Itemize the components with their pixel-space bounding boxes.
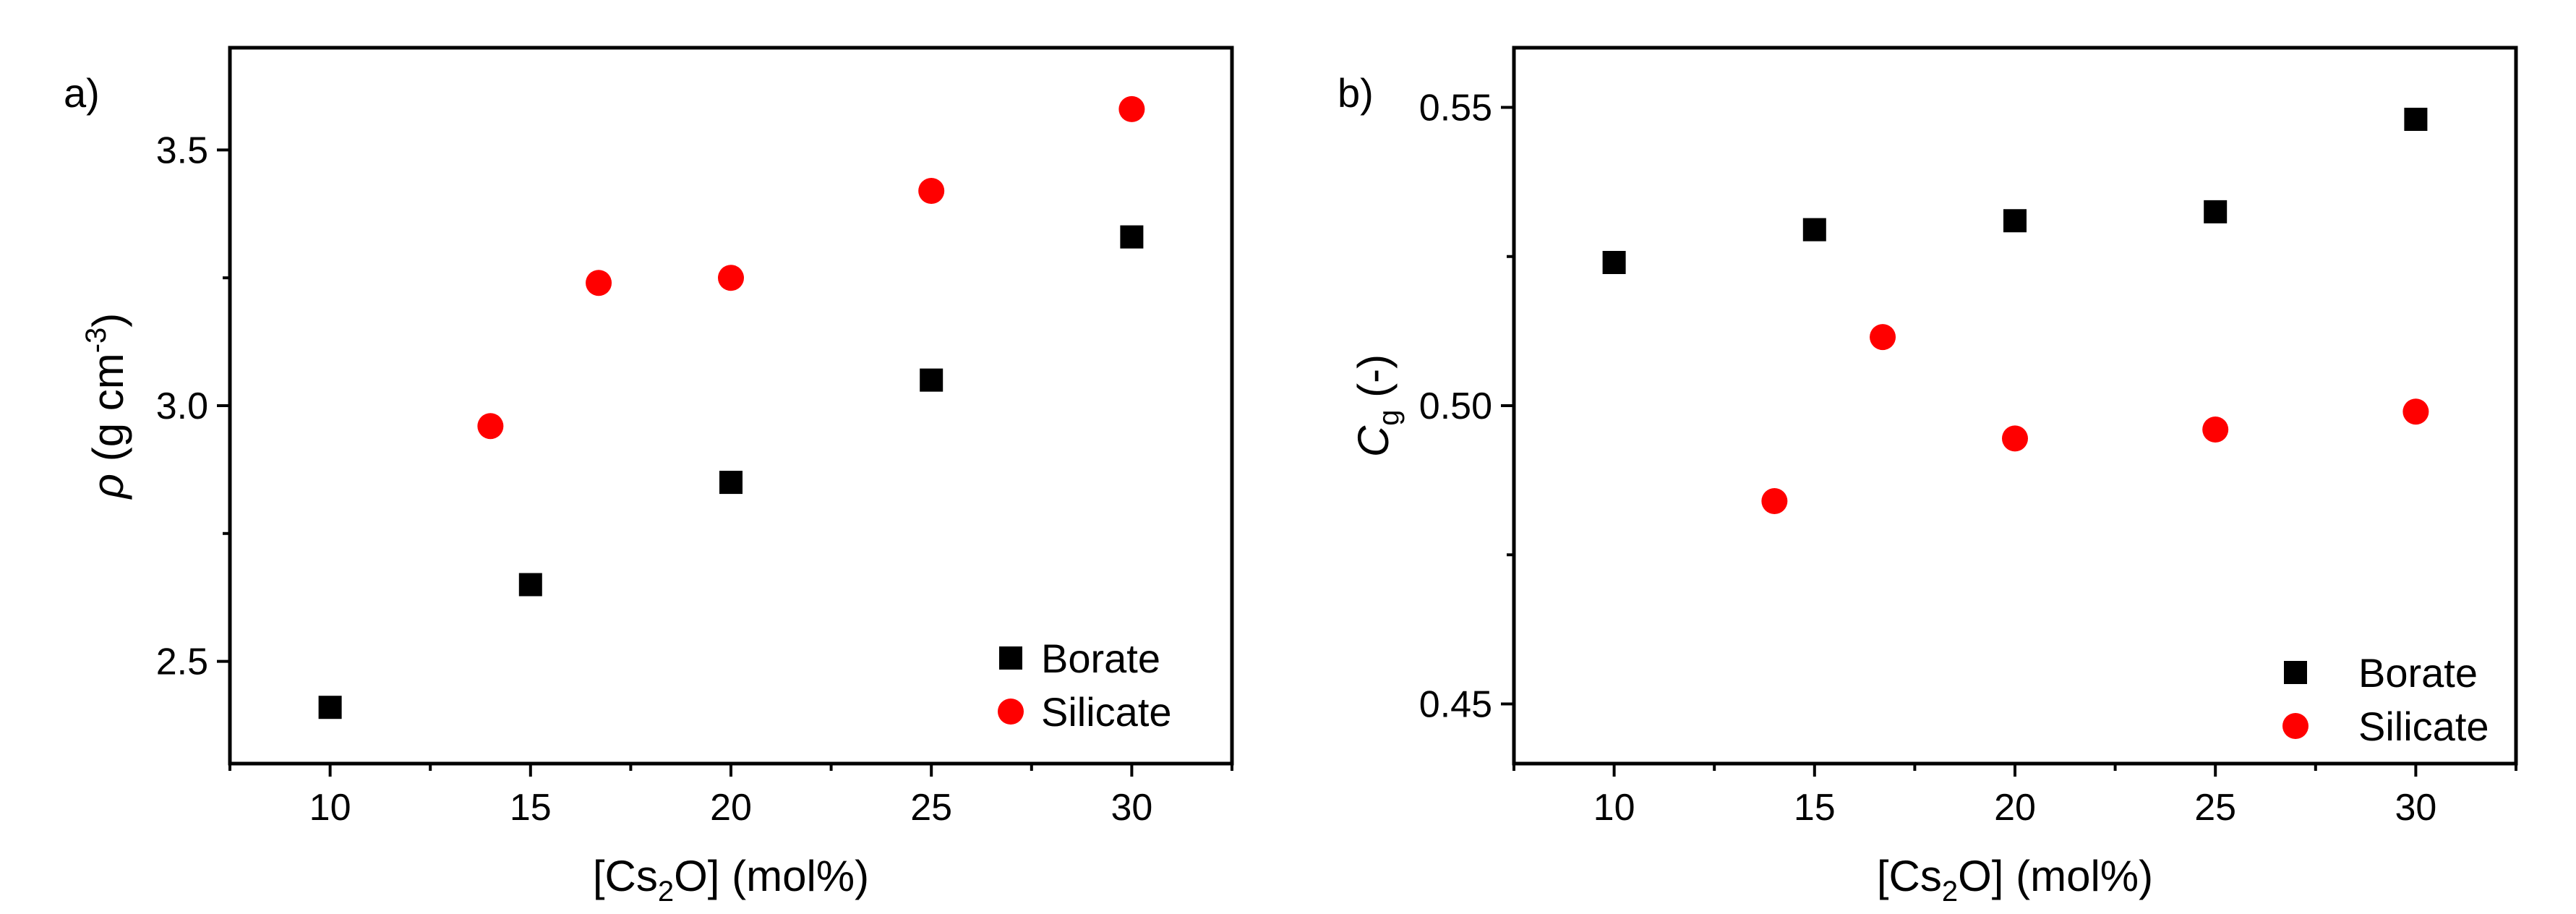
- legend-label-borate: Borate: [2358, 650, 2478, 696]
- legend-label-silicate: Silicate: [1041, 689, 1172, 735]
- panel-b-cg-chart: 10 15 20 25 30 0.45 0.50 0.55 b) [Cs2O] (mol%) Cg …: [1338, 46, 2518, 907]
- y-axis-title-subscript: g: [1373, 410, 1405, 426]
- silicate-data-point: [1761, 488, 1788, 514]
- legend-marker-borate: [2284, 661, 2307, 684]
- panel-a-density-chart: 10 15 20 25 30 2.5 3.0 3.5 a) [Cs2O] (mol%) ρ (g c…: [64, 46, 1234, 907]
- x-axis-title-part: O] (mol%): [1958, 852, 2153, 900]
- y-axis-title-symbol: C: [1349, 425, 1398, 457]
- y-axis-title: ρ (g cm-3): [80, 313, 132, 500]
- legend-marker-borate: [999, 646, 1022, 670]
- borate-data-point: [1120, 225, 1144, 249]
- legend-marker-silicate: [2282, 713, 2308, 739]
- borate-data-point: [518, 573, 542, 597]
- y-axis-title-superscript: -3: [80, 328, 112, 354]
- silicate-data-point: [477, 413, 504, 440]
- x-axis-title-subscript: 2: [1942, 876, 1958, 907]
- borate-data-point: [1802, 218, 1826, 242]
- legend-label-borate: Borate: [1041, 636, 1160, 681]
- x-tick-label: 30: [1111, 787, 1152, 829]
- x-tick-label: 10: [1593, 787, 1635, 829]
- panel-label: b): [1338, 70, 1374, 116]
- silicate-data-point: [918, 178, 945, 204]
- x-tick-label: 20: [710, 787, 752, 829]
- borate-data-point: [2003, 209, 2027, 233]
- y-axis-title: Cg (-): [1349, 354, 1405, 457]
- y-axis-title-symbol: ρ: [84, 474, 132, 500]
- borate-data-point: [920, 368, 943, 392]
- borate-data-point: [1602, 251, 1626, 274]
- legend-marker-silicate: [998, 699, 1024, 725]
- y-axis-title-part: ): [84, 313, 132, 328]
- y-tick-label: 0.55: [1419, 87, 1492, 129]
- silicate-data-point: [2002, 425, 2028, 452]
- x-axis-title-subscript: 2: [658, 876, 674, 907]
- silicate-data-point: [2402, 398, 2429, 425]
- silicate-data-point: [586, 270, 612, 296]
- x-tick-label: 25: [910, 787, 952, 829]
- x-tick-label: 10: [309, 787, 351, 829]
- borate-data-point: [719, 471, 743, 495]
- x-tick-label: 20: [1994, 787, 2036, 829]
- y-axis-title-part: (-): [1349, 354, 1398, 410]
- x-axis-title: [Cs2O] (mol%): [593, 852, 869, 907]
- y-tick-label: 2.5: [156, 641, 208, 683]
- silicate-data-point: [1118, 95, 1145, 122]
- x-tick-label: 15: [510, 787, 552, 829]
- silicate-data-point: [1870, 324, 1896, 351]
- y-tick-label: 0.45: [1419, 684, 1492, 726]
- x-tick-label: 30: [2395, 787, 2436, 829]
- y-tick-label: 3.5: [156, 129, 208, 171]
- silicate-data-point: [2202, 417, 2229, 443]
- x-axis-title: [Cs2O] (mol%): [1877, 852, 2153, 907]
- y-tick-label: 0.50: [1419, 385, 1492, 427]
- x-axis-title-part: [Cs: [593, 852, 658, 900]
- panel-label: a): [64, 70, 100, 116]
- x-tick-label: 15: [1794, 787, 1836, 829]
- silicate-data-point: [718, 265, 744, 291]
- legend-label-silicate: Silicate: [2358, 704, 2489, 749]
- y-tick-label: 3.0: [156, 385, 208, 427]
- borate-data-point: [2204, 200, 2228, 223]
- x-axis-title-part: O] (mol%): [674, 852, 869, 900]
- y-axis-title-part: (g cm: [84, 353, 132, 474]
- borate-data-point: [318, 696, 342, 719]
- x-tick-label: 25: [2194, 787, 2236, 829]
- borate-data-point: [2404, 108, 2428, 131]
- x-axis-title-part: [Cs: [1877, 852, 1942, 900]
